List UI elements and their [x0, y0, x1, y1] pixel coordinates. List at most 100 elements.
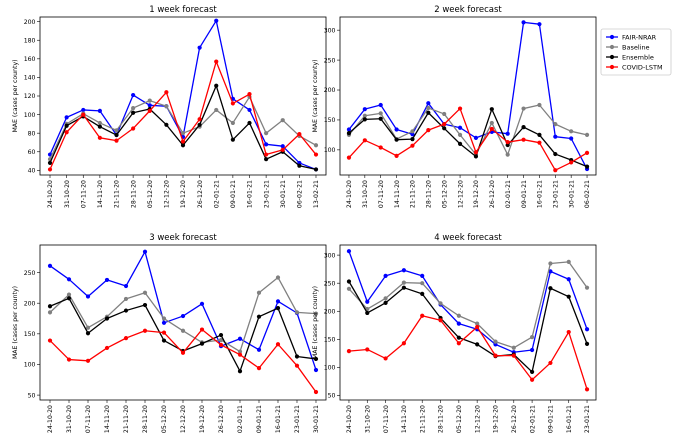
data-point-fair-nrar [256, 347, 262, 352]
x-tick-label: 02-01-21 [237, 405, 244, 433]
data-point-baseline [569, 129, 574, 134]
data-point-ensemble [521, 125, 526, 130]
data-point-covid-lstm [505, 139, 510, 145]
x-tick-label: 09-01-21 [256, 405, 263, 433]
data-point-ensemble [104, 316, 110, 321]
data-point-fair-nrar [426, 101, 431, 106]
data-point-baseline [511, 345, 516, 350]
data-point-ensemble [297, 163, 302, 168]
data-point-ensemble [420, 291, 425, 296]
data-point-fair-nrar [383, 273, 388, 278]
data-point-fair-nrar [457, 125, 463, 130]
data-point-fair-nrar [47, 263, 53, 268]
data-point-fair-nrar [214, 18, 219, 23]
data-point-fair-nrar [553, 134, 558, 139]
data-point-baseline [164, 104, 169, 109]
data-point-baseline [438, 301, 443, 306]
panel-title: 4 week forecast [434, 233, 502, 243]
data-point-ensemble [346, 279, 352, 284]
data-point-fair-nrar [473, 135, 479, 140]
y-tick-label: 40 [28, 168, 36, 175]
data-point-baseline [548, 261, 553, 266]
data-point-covid-lstm [420, 313, 425, 318]
data-point-ensemble [197, 122, 202, 127]
data-point-covid-lstm [199, 327, 205, 332]
x-tick-label: 12-12-20 [164, 180, 171, 208]
x-tick-label: 06-02-21 [297, 180, 304, 208]
y-tick-label: 300 [324, 27, 336, 34]
y-tick-label: 100 [24, 112, 36, 119]
data-point-covid-lstm [346, 349, 352, 354]
data-point-fair-nrar [237, 336, 243, 341]
x-tick-label: 31-10-20 [364, 405, 371, 433]
data-point-ensemble [256, 314, 262, 319]
series-line-fair-nrar [348, 21, 588, 170]
data-point-baseline [383, 296, 388, 301]
data-point-covid-lstm [85, 358, 91, 363]
y-tick-label: 60 [28, 149, 36, 156]
data-point-covid-lstm [81, 112, 86, 117]
y-tick-label: 80 [28, 130, 36, 137]
data-point-ensemble [180, 143, 186, 148]
data-point-baseline [66, 292, 72, 297]
data-point-fair-nrar [456, 321, 461, 326]
data-point-fair-nrar [142, 249, 148, 254]
data-point-baseline [275, 275, 281, 280]
data-point-ensemble [214, 83, 219, 88]
data-point-covid-lstm [97, 135, 102, 140]
data-point-covid-lstm [264, 152, 269, 157]
x-tick-label: 21-11-20 [419, 405, 426, 433]
data-point-ensemble [473, 154, 479, 159]
x-tick-label: 26-12-20 [197, 180, 204, 208]
data-point-baseline [131, 105, 136, 111]
data-point-fair-nrar [66, 277, 72, 282]
y-tick-label: 250 [324, 280, 336, 287]
data-point-covid-lstm [438, 318, 443, 323]
data-point-covid-lstm [47, 167, 53, 172]
data-point-covid-lstm [529, 377, 535, 382]
data-point-covid-lstm [297, 132, 302, 137]
data-point-ensemble [566, 294, 571, 299]
x-tick-label: 30-01-21 [568, 180, 575, 208]
data-point-ensemble [123, 308, 129, 313]
series-line-baseline [49, 96, 317, 160]
series-covid-lstm [47, 327, 319, 395]
data-point-covid-lstm [553, 168, 558, 173]
data-point-ensemble [426, 110, 431, 115]
series-line-ensemble [49, 85, 317, 171]
data-point-baseline [214, 107, 219, 113]
series-ensemble [346, 279, 590, 375]
x-tick-label: 07-11-20 [383, 405, 390, 433]
data-point-covid-lstm [365, 347, 370, 352]
x-tick-label: 09-01-21 [548, 405, 555, 433]
x-tick-label: 24-10-20 [346, 180, 353, 208]
data-point-fair-nrar [394, 127, 399, 132]
x-tick-label: 19-12-20 [180, 180, 187, 208]
y-tick-label: 100 [24, 362, 36, 369]
data-point-covid-lstm [66, 357, 72, 362]
legend-marker [609, 64, 615, 70]
x-tick-label: 05-12-20 [441, 180, 448, 208]
data-point-covid-lstm [566, 329, 571, 335]
y-tick-label: 120 [24, 93, 36, 100]
data-point-covid-lstm [47, 338, 53, 343]
data-point-covid-lstm [104, 345, 110, 351]
data-point-covid-lstm [457, 106, 463, 111]
data-point-fair-nrar [64, 115, 69, 120]
data-point-ensemble [548, 286, 553, 291]
data-point-baseline [410, 129, 415, 134]
legend: FAIR-NRAR Baseline Ensemble COVID-LSTM [600, 28, 672, 76]
data-point-ensemble [383, 300, 388, 305]
legend-label: Baseline [622, 43, 650, 51]
data-point-baseline [218, 337, 224, 343]
data-point-covid-lstm [511, 353, 516, 358]
series-covid-lstm [346, 313, 590, 392]
data-point-fair-nrar [81, 107, 86, 113]
data-point-baseline [529, 335, 535, 340]
data-point-fair-nrar [104, 277, 110, 283]
data-point-covid-lstm [378, 145, 383, 150]
data-point-baseline [489, 120, 494, 126]
data-point-ensemble [489, 107, 494, 112]
data-point-baseline [521, 106, 526, 111]
y-tick-label: 100 [324, 147, 336, 154]
